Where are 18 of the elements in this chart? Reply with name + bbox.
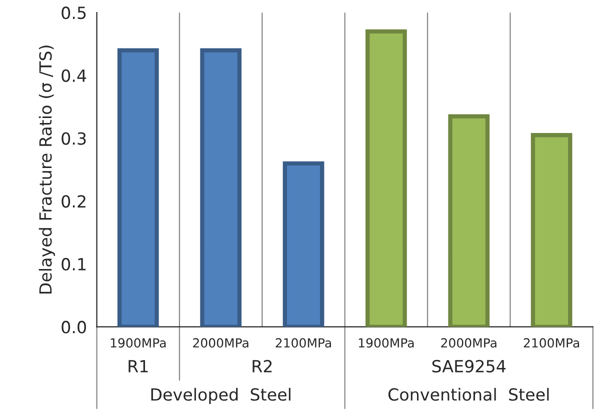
x-tick-label: 2000MPa (193, 338, 248, 348)
x-tick-label: 2100MPa (524, 338, 580, 348)
text: Conventional Steel (388, 388, 549, 401)
x-tick-label: 2000MPa (441, 338, 496, 348)
y-axis-title: Delayed Fracture Ratio (σ /TS) (38, 46, 56, 294)
y-tick-label: 0.0 (62, 320, 86, 334)
x-tick-label: 1900MPa (358, 338, 414, 348)
x-tick-label: 1900MPa (110, 338, 166, 348)
y-tick-label: 0.1 (62, 258, 86, 271)
y-tick-label: 0.2 (62, 195, 86, 208)
text: Developed Steel (151, 388, 290, 404)
text: R2 (252, 360, 272, 372)
x-tick-label: 2100MPa (276, 338, 331, 348)
y-tick-label: 0.4 (62, 69, 86, 82)
text: SAE9254 (432, 360, 506, 373)
text: R1 (128, 360, 148, 372)
y-tick-label: 0.3 (62, 132, 86, 145)
y-tick-label: 0.5 (62, 6, 86, 20)
